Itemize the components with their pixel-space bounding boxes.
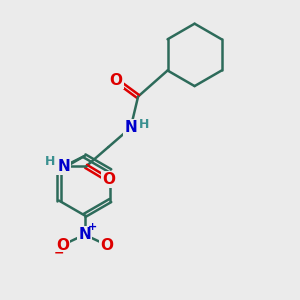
Text: N: N (78, 227, 91, 242)
Text: +: + (87, 222, 97, 232)
Text: O: O (100, 238, 113, 253)
Text: H: H (45, 155, 56, 168)
Text: N: N (57, 159, 70, 174)
Text: H: H (139, 118, 149, 131)
Text: N: N (124, 120, 137, 135)
Text: −: − (54, 247, 64, 260)
Text: O: O (56, 238, 69, 253)
Text: O: O (109, 73, 122, 88)
Text: O: O (102, 172, 115, 187)
